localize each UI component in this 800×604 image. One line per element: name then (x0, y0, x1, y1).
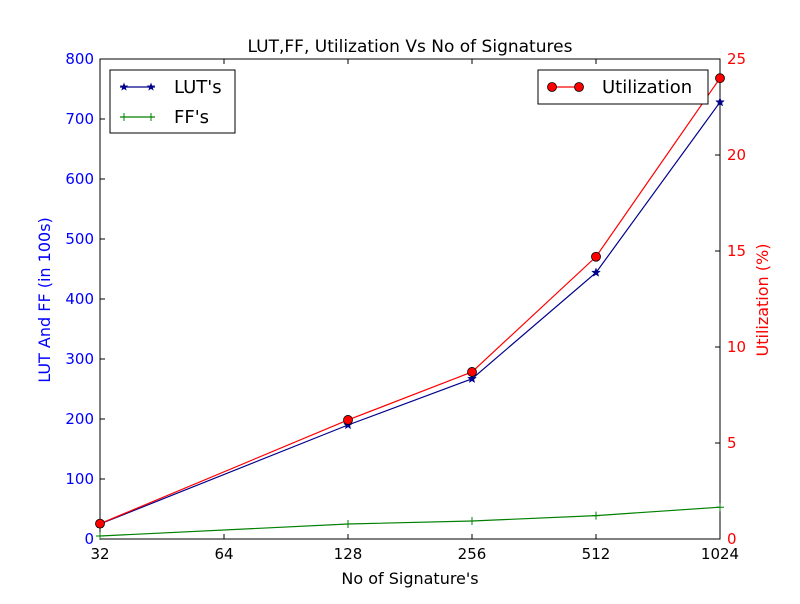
legend-label-luts: LUT's (174, 77, 222, 98)
left-y-tick-label: 800 (65, 50, 94, 68)
data-point-utilization (343, 415, 353, 425)
x-tick-label: 128 (334, 545, 363, 563)
right-y-tick-label: 0 (727, 530, 737, 548)
x-tick-label: 512 (582, 545, 611, 563)
left-y-axis-label: LUT And FF (in 100s) (35, 217, 54, 383)
legend-right: Utilization (537, 69, 709, 105)
series-line-utilization (99, 77, 721, 525)
left-y-tick-label: 200 (65, 410, 94, 428)
legend-left: LUT's FF's (109, 69, 236, 134)
legend-marker-utilization (547, 82, 557, 92)
data-point-ffs (716, 503, 724, 512)
legend-marker-utilization (574, 82, 584, 92)
right-y-tick-label: 5 (727, 434, 737, 452)
data-point-ffs (468, 517, 476, 525)
legend-label-utilization: Utilization (602, 77, 692, 98)
left-y-tick-label: 300 (65, 350, 94, 368)
x-axis-label: No of Signature's (341, 569, 478, 588)
data-point-ffs (96, 532, 104, 540)
data-point-luts (467, 373, 477, 384)
data-point-utilization (467, 367, 477, 377)
data-point-utilization (715, 73, 725, 84)
data-point-utilization (591, 251, 601, 262)
right-y-tick-label: 20 (727, 146, 746, 164)
left-y-tick-label: 700 (65, 110, 94, 128)
x-tick-label: 64 (214, 545, 233, 563)
x-tick-label: 32 (90, 545, 109, 563)
right-y-axis-label: Utilization (%) (753, 244, 772, 357)
legend-marker-luts (119, 82, 129, 91)
left-y-tick-label: 600 (65, 170, 94, 188)
right-y-tick-label: 15 (727, 242, 746, 260)
left-y-tick-label: 400 (65, 290, 94, 308)
legend-label-ffs: FF's (174, 107, 209, 128)
legend-marker-luts (146, 82, 156, 91)
data-point-luts (591, 267, 601, 277)
legend-marker-ffs (120, 113, 128, 121)
series-line-ffs (99, 506, 721, 537)
left-y-tick-label: 100 (65, 470, 94, 488)
left-y-tick-label: 0 (84, 530, 94, 548)
series-line-luts (99, 101, 721, 525)
plot-layer: 32 64 128 256 512 102401002003004005006007008… (65, 50, 746, 563)
data-point-ffs (592, 511, 600, 520)
right-y-tick-label: 10 (727, 338, 746, 356)
legend-left-box (109, 69, 236, 134)
data-point-luts (715, 96, 725, 107)
x-tick-label: 1024 (701, 545, 739, 563)
legend-marker-ffs (147, 113, 155, 121)
x-tick-label: 256 (458, 545, 487, 563)
chart-title: LUT,FF, Utilization Vs No of Signatures (248, 37, 573, 57)
left-y-tick-label: 500 (65, 230, 94, 248)
data-point-ffs (344, 520, 352, 528)
data-point-utilization (95, 518, 105, 529)
right-y-tick-label: 25 (727, 50, 746, 68)
